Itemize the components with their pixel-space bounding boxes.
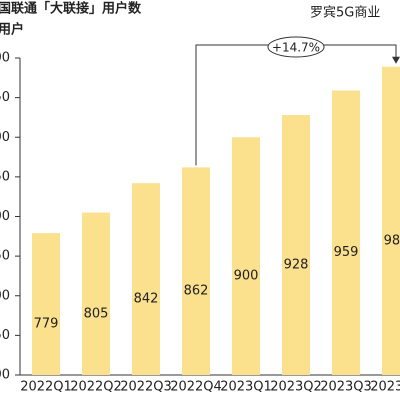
bar xyxy=(182,167,210,375)
y-tick-label: 700 xyxy=(0,288,10,303)
chart-subtitle: 用户 xyxy=(0,22,24,38)
x-tick-label: 2023Q1 xyxy=(220,380,272,395)
y-tick-label: 1000 xyxy=(0,51,10,66)
x-tick-label: 2022Q2 xyxy=(70,380,122,395)
annotation: +14.7% xyxy=(272,41,320,55)
x-tick-label: 2022Q1 xyxy=(20,380,72,395)
x-tick-label: 2022Q3 xyxy=(120,380,172,395)
y-tick-label: 750 xyxy=(0,249,10,264)
bar xyxy=(332,90,360,376)
x-tick-label: 2023Q3 xyxy=(320,380,372,395)
bar xyxy=(82,212,110,375)
y-tick-label: 850 xyxy=(0,169,10,184)
value-label: 900 xyxy=(234,269,259,284)
value-label: 989 xyxy=(384,233,400,248)
bar xyxy=(382,66,400,375)
value-label: 959 xyxy=(334,245,359,260)
y-tick-label: 950 xyxy=(0,90,10,105)
y-tick-label: 800 xyxy=(0,209,10,224)
value-label: 805 xyxy=(84,306,109,321)
chart-title: 国联通「大联接」用户数 xyxy=(0,1,142,17)
x-tick-label: 2023Q4 xyxy=(370,380,400,395)
x-tick-label: 2023Q2 xyxy=(270,380,322,395)
value-label: 928 xyxy=(284,258,309,273)
bar xyxy=(132,183,160,375)
x-tick-label: 2022Q4 xyxy=(170,380,222,395)
annotation-arrow xyxy=(392,56,400,64)
y-tick-label: 650 xyxy=(0,328,10,343)
bar xyxy=(32,233,60,375)
y-tick-label: 600 xyxy=(0,368,10,383)
bar xyxy=(282,115,310,375)
value-label: 842 xyxy=(134,292,159,307)
bar xyxy=(232,137,260,375)
annotation-bubble xyxy=(267,36,325,58)
value-label: 779 xyxy=(34,317,59,332)
source: 罗宾5G商业 xyxy=(310,5,380,21)
value-label: 862 xyxy=(184,284,209,299)
y-tick-label: 900 xyxy=(0,130,10,145)
